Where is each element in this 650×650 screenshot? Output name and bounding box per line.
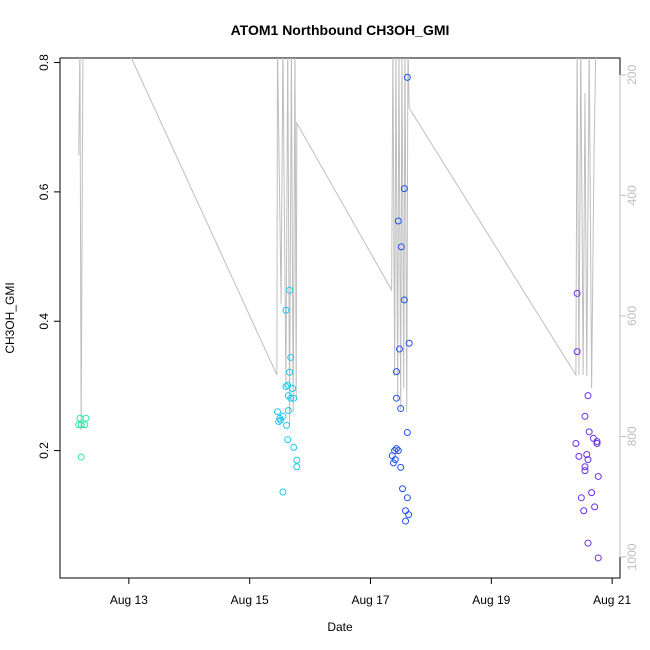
data-point <box>392 445 400 453</box>
data-point <box>279 488 287 496</box>
data-point <box>400 185 408 193</box>
data-point <box>572 439 580 447</box>
y-tick-label: 0.6 <box>37 183 51 200</box>
pressure-line <box>78 58 597 431</box>
data-point <box>290 443 298 451</box>
plot-frame <box>59 57 621 579</box>
y-tick-label: 0.4 <box>37 313 51 330</box>
data-point <box>402 507 410 515</box>
data-point <box>397 405 405 413</box>
y-axis-label: CH3OH_GMI <box>3 282 17 353</box>
data-point <box>397 463 405 471</box>
data-point <box>583 450 591 458</box>
x-axis-label: Date <box>327 620 353 634</box>
data-point <box>396 345 404 353</box>
data-point <box>284 436 292 444</box>
data-point <box>403 73 411 81</box>
x-tick-label: Aug 17 <box>351 593 389 607</box>
data-point <box>594 472 602 480</box>
data-point <box>391 447 399 455</box>
data-point <box>405 511 413 519</box>
data-point <box>77 453 85 461</box>
data-point <box>405 339 413 347</box>
data-point <box>290 394 298 402</box>
y2-tick-label: 1000 <box>625 543 639 570</box>
data-point <box>81 421 89 429</box>
x-tick-label: Aug 21 <box>593 593 631 607</box>
data-point <box>293 463 301 471</box>
data-point <box>287 353 295 361</box>
data-point <box>581 412 589 420</box>
data-point <box>593 439 601 447</box>
plot-area <box>75 58 602 562</box>
data-point <box>402 517 410 525</box>
data-point <box>77 421 85 429</box>
data-point <box>282 383 290 391</box>
data-point <box>585 428 593 436</box>
data-point <box>392 394 400 402</box>
chart-title: ATOM1 Northbound CH3OH_GMI <box>231 22 450 38</box>
y2-tick-label: 600 <box>625 306 639 326</box>
data-point <box>391 456 399 464</box>
data-point <box>392 368 400 376</box>
y-tick-label: 0.8 <box>37 54 51 71</box>
data-point <box>577 494 585 502</box>
data-point <box>399 485 407 493</box>
data-point <box>282 306 290 314</box>
data-point <box>573 348 581 356</box>
data-point <box>293 456 301 464</box>
data-point <box>573 289 581 297</box>
y2-tick-label: 200 <box>625 65 639 85</box>
data-point <box>593 438 601 446</box>
data-point <box>275 417 283 425</box>
data-point <box>283 421 291 429</box>
x-tick-label: Aug 19 <box>472 593 510 607</box>
data-point <box>575 452 583 460</box>
data-point <box>584 456 592 464</box>
data-point <box>394 217 402 225</box>
data-point <box>403 494 411 502</box>
data-point <box>403 428 411 436</box>
data-point <box>584 392 592 400</box>
data-point <box>82 414 90 422</box>
data-point <box>286 368 294 376</box>
data-point <box>400 296 408 304</box>
data-point <box>76 414 84 422</box>
data-point <box>588 489 596 497</box>
data-point <box>284 406 292 414</box>
data-point <box>581 467 589 475</box>
data-point <box>594 554 602 562</box>
data-point <box>591 503 599 511</box>
data-point <box>580 507 588 515</box>
y-tick-label: 0.2 <box>37 442 51 459</box>
x-tick-label: Aug 13 <box>110 593 148 607</box>
data-point <box>289 384 297 392</box>
data-point <box>397 243 405 251</box>
data-point <box>284 381 292 389</box>
data-point <box>287 394 295 402</box>
data-point <box>273 408 281 416</box>
x-tick-label: Aug 15 <box>231 593 269 607</box>
data-point <box>581 463 589 471</box>
data-point <box>286 286 294 294</box>
data-point <box>394 447 402 455</box>
data-point <box>279 412 287 420</box>
y2-tick-label: 800 <box>625 426 639 446</box>
data-point <box>584 539 592 547</box>
y2-tick-label: 400 <box>625 185 639 205</box>
